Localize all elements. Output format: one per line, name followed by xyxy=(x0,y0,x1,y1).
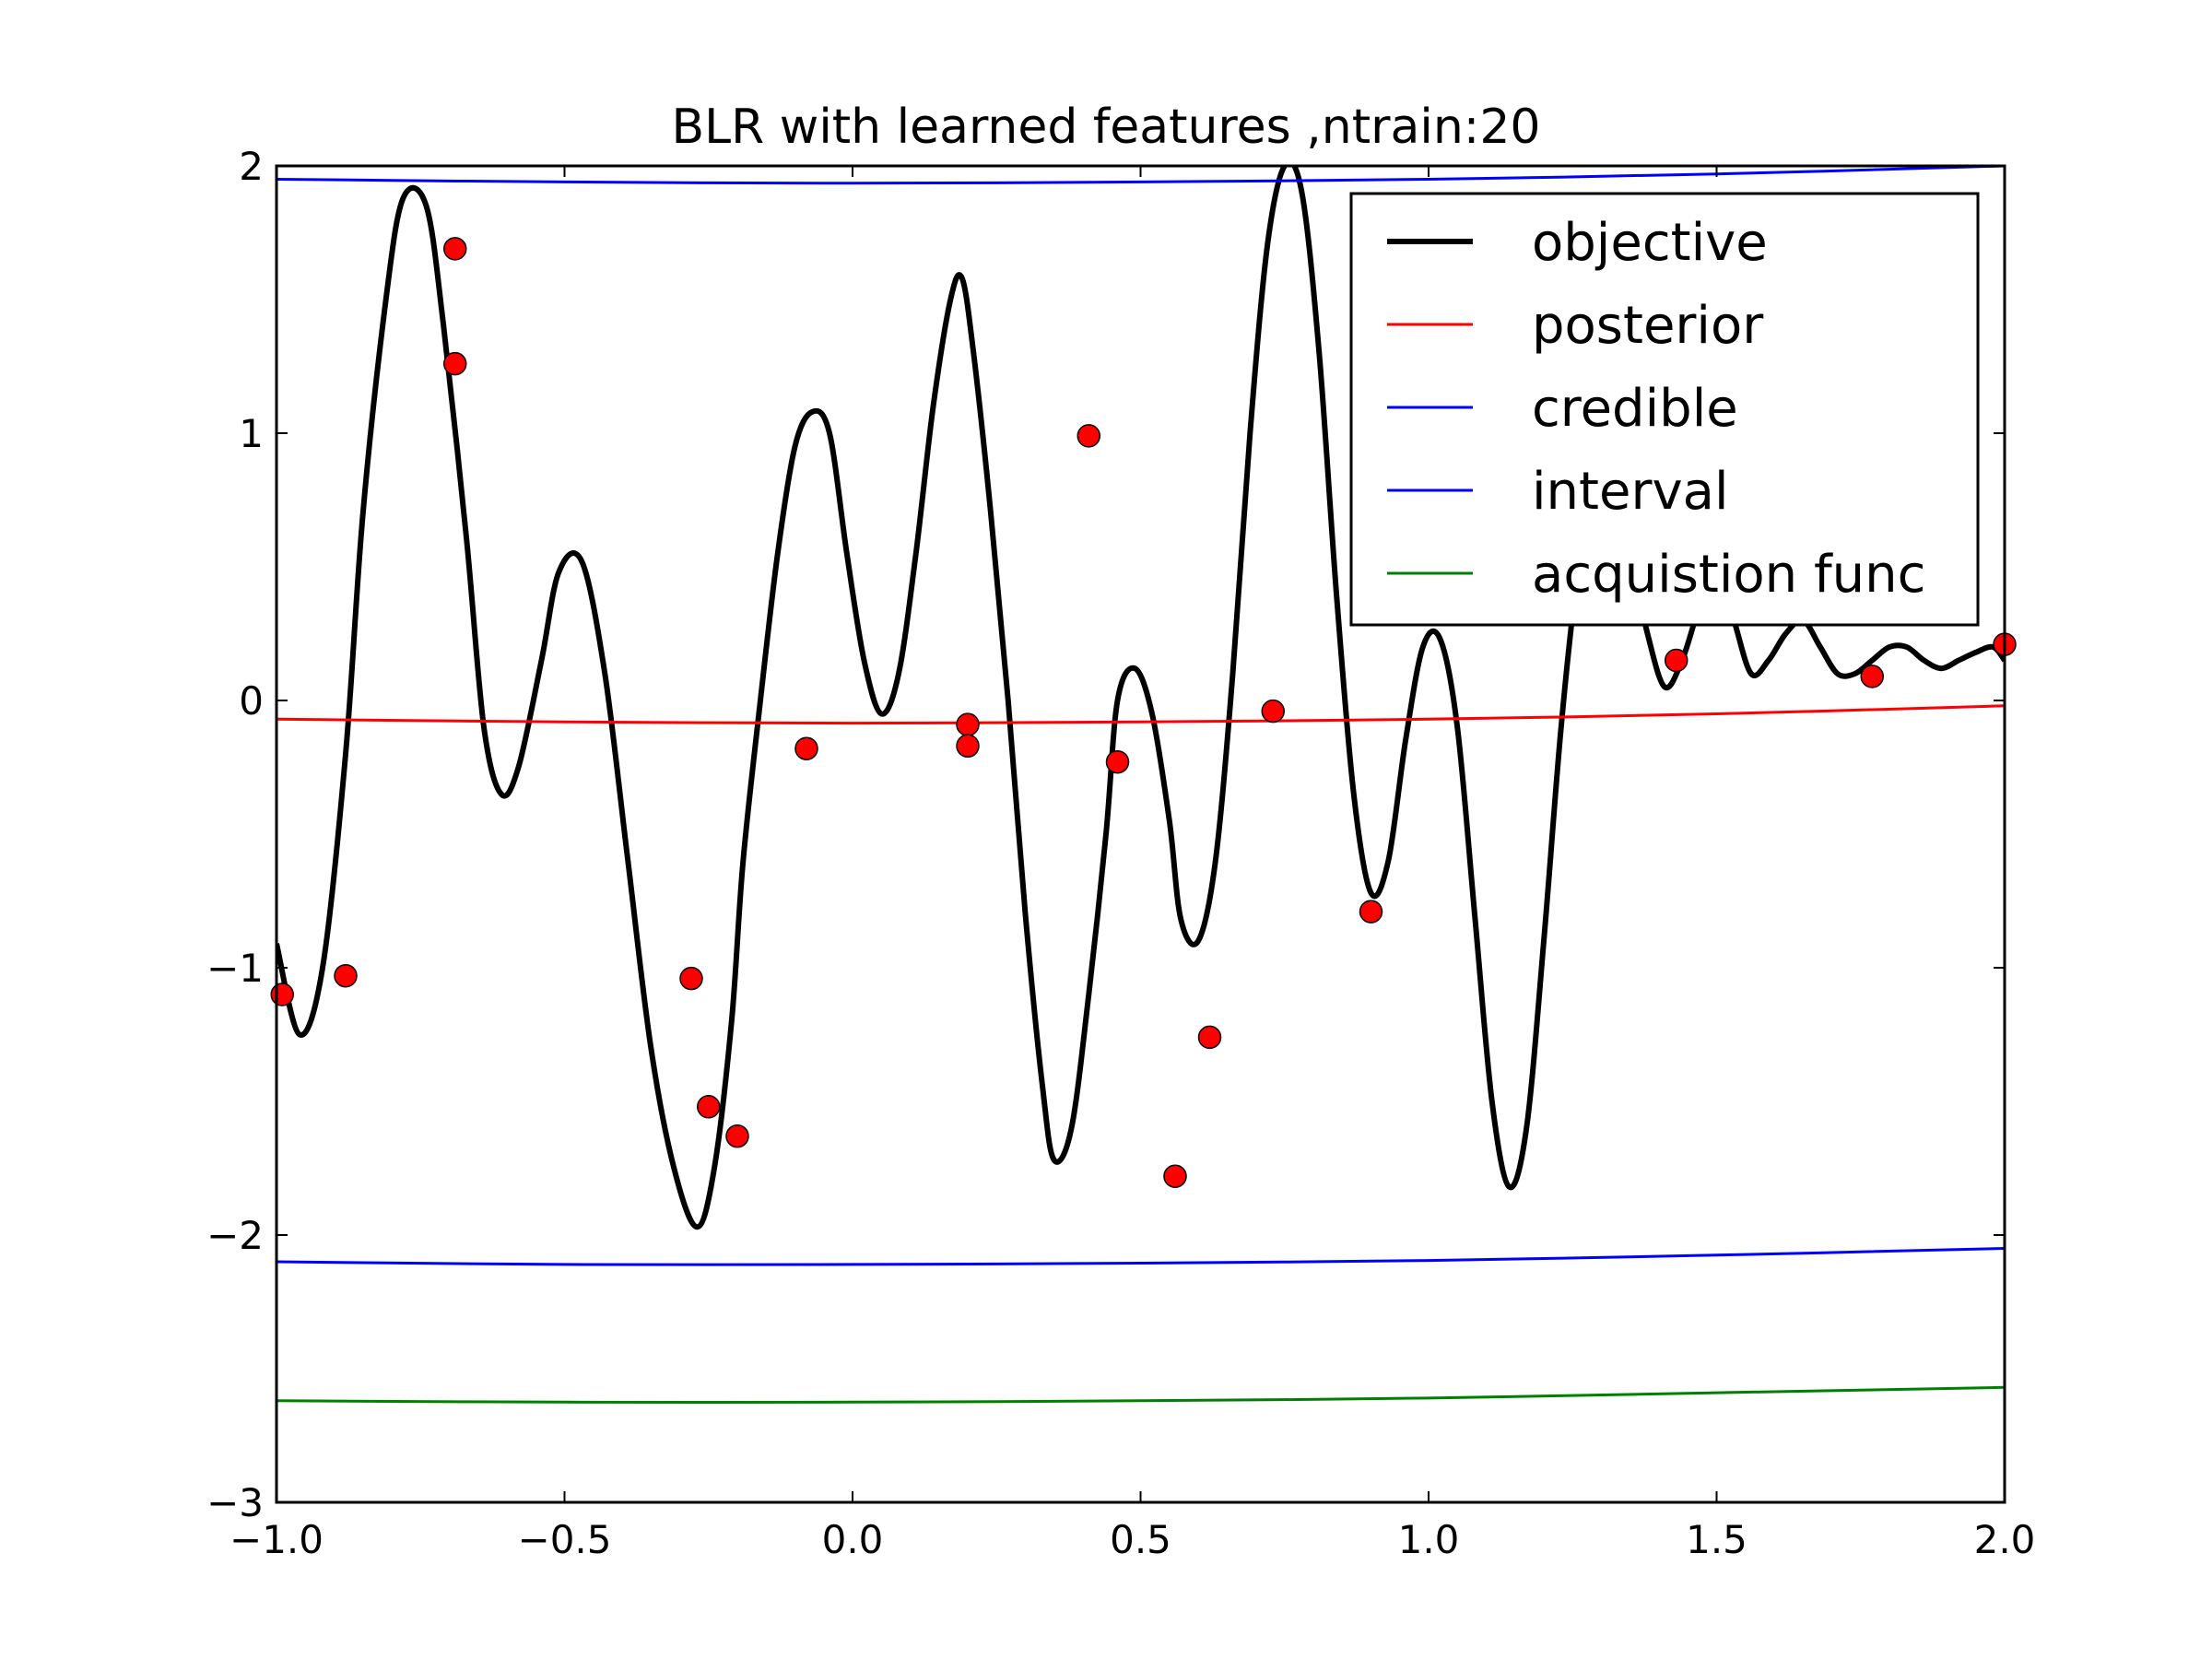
train-point xyxy=(679,966,703,991)
train-point xyxy=(1860,665,1884,688)
legend-label: acquistion func xyxy=(1532,545,1925,605)
legend-label: credible xyxy=(1532,379,1738,439)
x-tick-label: 2.0 xyxy=(1974,1517,2036,1562)
train-point xyxy=(1359,900,1383,924)
series-line-interval xyxy=(276,1247,2005,1266)
x-tick-label: 1.0 xyxy=(1398,1517,1460,1562)
x-tick-label: 0.0 xyxy=(822,1517,884,1562)
train-point xyxy=(1197,1025,1222,1050)
train-point xyxy=(270,982,294,1006)
y-tick-label: 0 xyxy=(239,678,264,724)
y-tick-label: −1 xyxy=(206,946,264,991)
legend-label: interval xyxy=(1532,462,1729,522)
series-line-acquistion-func xyxy=(276,1385,2005,1404)
train-point xyxy=(443,237,467,261)
axis-ticks: −1.0 −0.5 0.0 0.5 1.0 1.5 2.0 2 1 0 −1 −2 −3 xyxy=(206,144,2035,1562)
x-tick-label: −1.0 xyxy=(229,1517,324,1562)
train-point xyxy=(443,351,467,376)
train-point xyxy=(334,963,358,988)
y-tick-label: −2 xyxy=(206,1213,264,1258)
train-point xyxy=(794,736,818,760)
train-point xyxy=(1665,648,1688,673)
train-point xyxy=(1261,699,1285,724)
legend-box xyxy=(1349,192,1980,627)
y-tick-label: 1 xyxy=(239,411,264,456)
chart-title: BLR with learned features ,ntrain:20 xyxy=(672,100,1541,155)
train-point xyxy=(725,1124,749,1148)
x-tick-label: −0.5 xyxy=(518,1517,612,1562)
legend-label: objective xyxy=(1532,213,1768,273)
train-point xyxy=(956,734,980,759)
train-point xyxy=(1163,1164,1187,1188)
train-point xyxy=(697,1095,721,1119)
y-tick-label: −3 xyxy=(206,1480,264,1525)
x-tick-label: 1.5 xyxy=(1686,1517,1747,1562)
series-line-objective xyxy=(276,166,2005,1230)
legend-label: posterior xyxy=(1532,296,1764,356)
train-point xyxy=(1105,749,1130,774)
train-point xyxy=(1077,424,1100,448)
train-point xyxy=(956,712,980,736)
training-points xyxy=(270,237,2017,1188)
legend: objective posterior credible interval acquis… xyxy=(1349,192,1980,627)
series-line-posterior xyxy=(276,704,2005,725)
y-tick-label: 2 xyxy=(239,144,264,189)
x-tick-label: 0.5 xyxy=(1110,1517,1171,1562)
